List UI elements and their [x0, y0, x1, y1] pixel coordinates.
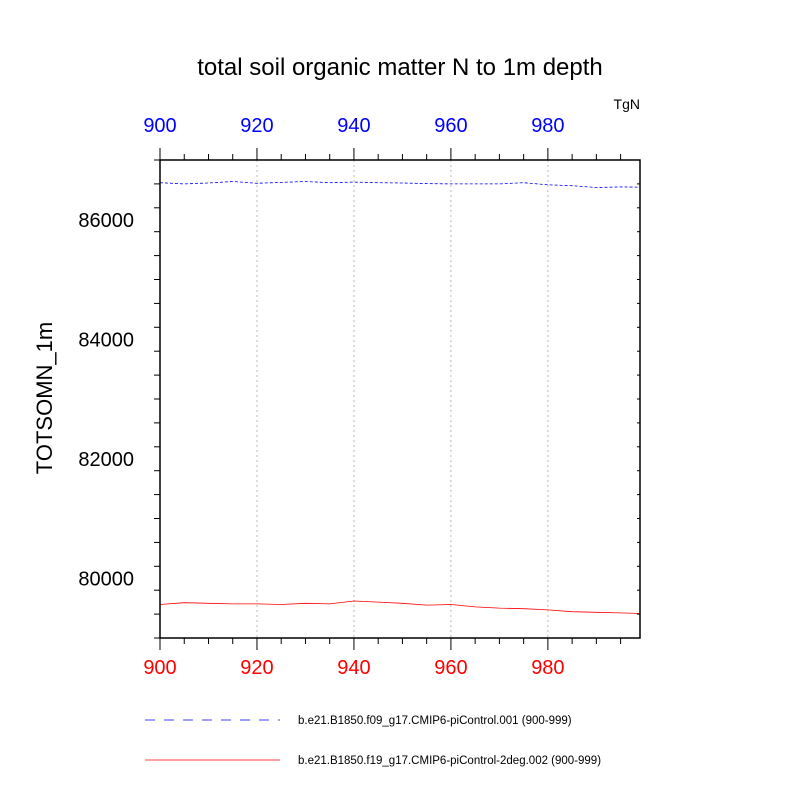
- x-tick-label-bottom: 960: [434, 657, 467, 679]
- y-tick-label: 82000: [78, 449, 134, 471]
- legend-label-1: b.e21.B1850.f19_g17.CMIP6-piControl-2deg…: [298, 755, 601, 767]
- series-line-0: [159, 181, 641, 188]
- y-tick-label: 84000: [78, 329, 134, 351]
- y-tick-label: 80000: [78, 568, 134, 590]
- x-tick-label-bottom: 940: [337, 657, 370, 679]
- plot-frame: [159, 159, 641, 639]
- y-axis-label: TOTSOMN_1m: [32, 322, 57, 474]
- y-tick-label: 86000: [78, 210, 134, 232]
- chart-title: total soil organic matter N to 1m depth: [197, 54, 603, 81]
- axes: 900 900 920 920 940 940 960 960 980 980 80000 82000…: [78, 115, 640, 679]
- x-tick-label-top: 960: [434, 115, 467, 137]
- x-tick-label-top: 900: [143, 115, 176, 137]
- x-tick-label-top: 920: [240, 115, 273, 137]
- x-tick-label-bottom: 920: [240, 657, 273, 679]
- series-line-1: [159, 600, 641, 614]
- units-label: TgN: [614, 96, 640, 112]
- x-tick-label-bottom: 900: [143, 657, 176, 679]
- x-tick-label-bottom: 980: [531, 657, 564, 679]
- x-tick-label-top: 940: [337, 115, 370, 137]
- grid-lines: [256, 160, 549, 638]
- x-tick-label-top: 980: [531, 115, 564, 137]
- series-layer: [159, 181, 641, 614]
- legend-label-0: b.e21.B1850.f09_g17.CMIP6-piControl.001 …: [298, 715, 572, 727]
- legend: b.e21.B1850.f09_g17.CMIP6-piControl.001 …: [145, 715, 601, 767]
